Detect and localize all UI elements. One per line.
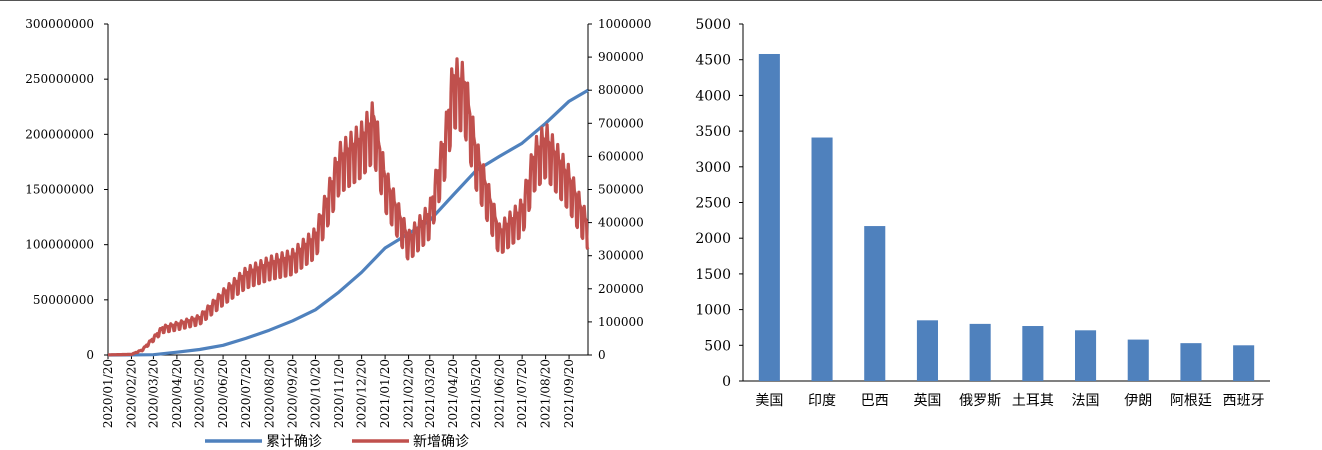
x-tick-label: 2020/04/20: [170, 359, 184, 428]
x-category-label: 英国: [913, 392, 941, 409]
line-chart-tick-labels: 0 50000000 100000000 150000000 200000000 2500…: [25, 17, 651, 428]
x-tick-label: 2021/02/20: [402, 359, 416, 428]
bar: [758, 53, 780, 381]
left-y-tick-label: 50000000: [33, 293, 94, 307]
x-tick-label: 2020/12/20: [355, 359, 369, 428]
y-tick-label: 4500: [695, 53, 731, 69]
left-y-tick-label: 100000000: [25, 238, 94, 252]
right-y-tick-label: 100000: [598, 315, 644, 329]
x-tick-label: 2020/02/20: [124, 359, 138, 428]
bar: [1022, 326, 1044, 381]
right-y-tick-label: 500000: [598, 183, 644, 197]
y-tick-label: 2500: [695, 196, 731, 212]
y-tick-label: 500: [704, 338, 731, 354]
left-y-tick-label: 0: [86, 348, 94, 362]
bar: [1127, 339, 1149, 381]
y-tick-label: 4000: [695, 88, 731, 104]
x-tick-label: 2020/08/20: [262, 359, 276, 428]
y-tick-label: 3500: [695, 124, 731, 140]
x-category-label: 巴西: [861, 393, 889, 409]
top-border: [0, 0, 1322, 1]
x-tick-label: 2021/08/20: [539, 359, 553, 428]
x-tick-label: 2021/04/20: [446, 359, 460, 428]
x-tick-label: 2021/06/20: [492, 359, 506, 428]
bar: [916, 320, 938, 381]
x-tick-label: 2020/07/20: [239, 359, 253, 428]
line-chart-legend: 累计确诊 新增确诊: [205, 434, 469, 450]
bar: [1180, 343, 1202, 381]
x-tick-label: 2020/03/20: [146, 359, 160, 428]
right-y-tick-label: 200000: [598, 282, 644, 296]
x-tick-label: 2021/01/20: [378, 359, 392, 428]
y-tick-label: 5000: [695, 17, 731, 33]
y-tick-label: 1000: [695, 303, 731, 319]
bar-chart-tick-labels: 0 500 1000 1500 2000 2500 3000 3500 4000 4500 5000…: [695, 17, 1264, 409]
x-tick-label: 2020/01/20: [101, 359, 115, 428]
y-tick-label: 3000: [695, 160, 731, 176]
legend-label-daily-new: 新增确诊: [413, 434, 469, 450]
x-category-label: 阿根廷: [1170, 393, 1212, 409]
right-y-tick-label: 0: [598, 348, 606, 362]
x-category-label: 西班牙: [1223, 393, 1265, 409]
right-y-tick-label: 600000: [598, 149, 644, 163]
bar: [864, 226, 886, 381]
right-y-tick-label: 700000: [598, 116, 644, 130]
right-y-tick-label: 800000: [598, 83, 644, 97]
left-y-tick-label: 300000000: [25, 17, 94, 31]
left-y-tick-label: 150000000: [25, 183, 94, 197]
y-tick-label: 2000: [695, 231, 731, 247]
x-tick-label: 2020/06/20: [216, 359, 230, 428]
x-tick-label: 2020/05/20: [193, 359, 207, 428]
x-category-label: 印度: [808, 393, 836, 409]
x-category-label: 法国: [1072, 393, 1100, 409]
bar: [1075, 330, 1097, 381]
left-y-tick-label: 200000000: [25, 127, 94, 141]
x-tick-label: 2020/09/20: [286, 359, 300, 428]
line-chart: 0 50000000 100000000 150000000 200000000 2500…: [25, 17, 651, 450]
legend-label-cumulative: 累计确诊: [266, 434, 322, 450]
x-tick-label: 2021/05/20: [469, 359, 483, 428]
bar: [969, 323, 991, 381]
x-tick-label: 2021/03/20: [423, 359, 437, 428]
right-y-tick-label: 900000: [598, 50, 644, 64]
x-category-label: 美国: [755, 393, 783, 409]
x-category-label: 土耳其: [1012, 393, 1054, 409]
bar: [1233, 345, 1255, 381]
x-category-label: 伊朗: [1124, 393, 1152, 409]
x-tick-label: 2020/11/20: [332, 359, 346, 428]
line-chart-axes: [104, 23, 592, 359]
series-line-daily-new: [107, 57, 590, 357]
line-chart-series: [107, 57, 590, 357]
x-tick-label: 2021/07/20: [515, 359, 529, 428]
x-tick-label: 2021/09/20: [562, 359, 576, 428]
right-y-tick-label: 300000: [598, 249, 644, 263]
x-category-label: 俄罗斯: [959, 393, 1001, 409]
bar-chart-bars: [758, 53, 1255, 381]
y-tick-label: 1500: [695, 267, 731, 283]
right-y-tick-label: 1000000: [598, 17, 651, 31]
bar-chart: 0 500 1000 1500 2000 2500 3000 3500 4000 4500 5000…: [695, 17, 1270, 409]
series-line-cumulative: [107, 88, 589, 357]
right-y-tick-label: 400000: [598, 216, 644, 230]
x-tick-label: 2020/10/20: [308, 359, 322, 428]
left-y-tick-label: 250000000: [25, 72, 94, 86]
bar: [811, 137, 833, 381]
y-tick-label: 0: [722, 374, 731, 390]
